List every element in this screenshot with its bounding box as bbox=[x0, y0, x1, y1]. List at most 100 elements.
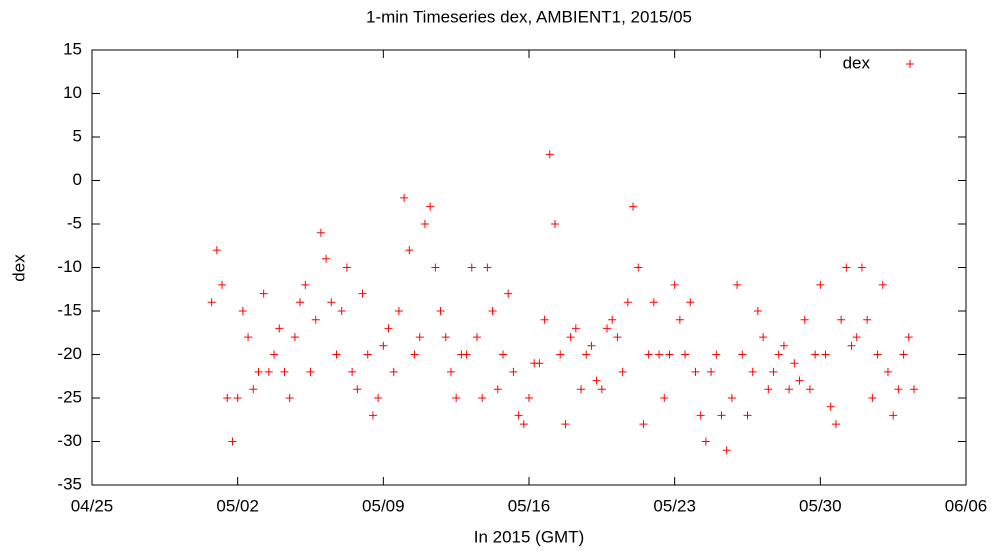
data-point bbox=[296, 298, 305, 307]
y-tick-label: -15 bbox=[57, 300, 82, 319]
x-tick-label: 04/25 bbox=[71, 496, 114, 515]
data-point bbox=[348, 367, 357, 376]
data-point bbox=[415, 333, 424, 342]
data-point bbox=[556, 350, 565, 359]
data-point bbox=[452, 394, 461, 402]
data-point bbox=[681, 350, 690, 359]
data-point bbox=[400, 193, 409, 202]
data-point bbox=[582, 350, 591, 359]
data-point bbox=[342, 263, 351, 272]
data-point bbox=[379, 341, 388, 350]
data-point bbox=[566, 333, 575, 342]
data-point bbox=[764, 385, 773, 394]
data-point bbox=[405, 246, 414, 255]
data-point bbox=[863, 315, 872, 324]
data-point bbox=[525, 394, 533, 402]
data-point bbox=[264, 367, 273, 376]
y-tick-label: -30 bbox=[57, 431, 82, 450]
data-point bbox=[712, 350, 721, 359]
data-point bbox=[665, 350, 674, 359]
legend-marker bbox=[906, 60, 914, 68]
data-point bbox=[769, 367, 778, 376]
data-point bbox=[904, 333, 913, 342]
data-point bbox=[441, 333, 450, 342]
data-point bbox=[831, 420, 840, 429]
data-point bbox=[655, 350, 664, 359]
x-tick-label: 05/02 bbox=[216, 496, 259, 515]
data-point bbox=[301, 280, 310, 289]
x-tick-label: 05/09 bbox=[362, 496, 405, 515]
data-point bbox=[270, 350, 279, 359]
y-tick-label: 15 bbox=[63, 39, 82, 58]
data-point bbox=[358, 289, 367, 298]
data-point bbox=[509, 367, 518, 376]
data-point bbox=[603, 324, 612, 333]
data-point bbox=[852, 333, 861, 342]
x-tick-label: 05/23 bbox=[653, 496, 696, 515]
x-tick-label: 05/30 bbox=[799, 496, 842, 515]
y-tick-label: 10 bbox=[63, 83, 82, 102]
data-point bbox=[722, 446, 731, 455]
data-point bbox=[540, 315, 549, 324]
data-point bbox=[337, 307, 346, 315]
data-point bbox=[738, 350, 747, 359]
data-point bbox=[472, 333, 481, 342]
data-point bbox=[410, 350, 419, 359]
data-point bbox=[644, 350, 653, 359]
data-point bbox=[748, 367, 757, 376]
data-point bbox=[629, 202, 638, 211]
data-point bbox=[238, 307, 247, 315]
data-point bbox=[327, 298, 336, 307]
data-point bbox=[280, 367, 289, 376]
data-point bbox=[223, 394, 232, 402]
data-point bbox=[551, 220, 560, 228]
data-point bbox=[571, 324, 580, 333]
data-point bbox=[426, 202, 435, 211]
x-tick-label: 06/06 bbox=[945, 496, 988, 515]
data-point bbox=[696, 411, 705, 420]
data-point bbox=[909, 385, 918, 394]
data-point bbox=[837, 315, 846, 324]
data-point bbox=[332, 350, 341, 359]
data-point bbox=[218, 280, 227, 289]
data-point bbox=[577, 385, 586, 394]
y-tick-label: -35 bbox=[57, 474, 82, 493]
data-point bbox=[504, 289, 513, 298]
data-point bbox=[389, 367, 398, 376]
data-point bbox=[847, 341, 856, 350]
data-point bbox=[587, 341, 596, 350]
data-point bbox=[701, 437, 710, 446]
data-point bbox=[857, 263, 866, 272]
data-point bbox=[498, 350, 507, 359]
data-point bbox=[707, 367, 716, 376]
y-tick-label: -10 bbox=[57, 257, 82, 276]
data-point bbox=[488, 307, 497, 315]
data-point bbox=[873, 350, 882, 359]
y-tick-label: 0 bbox=[73, 170, 82, 189]
data-point bbox=[894, 385, 903, 394]
data-point bbox=[431, 263, 440, 272]
y-tick-label: 5 bbox=[73, 126, 82, 145]
data-point bbox=[483, 263, 492, 272]
legend-label: dex bbox=[843, 53, 871, 72]
data-point bbox=[535, 359, 544, 368]
data-point bbox=[384, 324, 393, 333]
data-point bbox=[322, 254, 331, 263]
data-point bbox=[899, 350, 908, 359]
data-point bbox=[436, 307, 445, 315]
data-point bbox=[306, 367, 315, 376]
data-point bbox=[753, 307, 762, 315]
data-point bbox=[285, 394, 294, 402]
data-point bbox=[212, 246, 221, 255]
data-point bbox=[311, 315, 320, 324]
data-point bbox=[233, 394, 242, 402]
data-point bbox=[368, 411, 377, 420]
data-point bbox=[691, 367, 700, 376]
data-point bbox=[811, 350, 820, 359]
data-point bbox=[660, 394, 669, 402]
data-point bbox=[597, 385, 606, 394]
data-point bbox=[228, 437, 237, 446]
data-point bbox=[493, 385, 502, 394]
data-point bbox=[759, 333, 768, 342]
